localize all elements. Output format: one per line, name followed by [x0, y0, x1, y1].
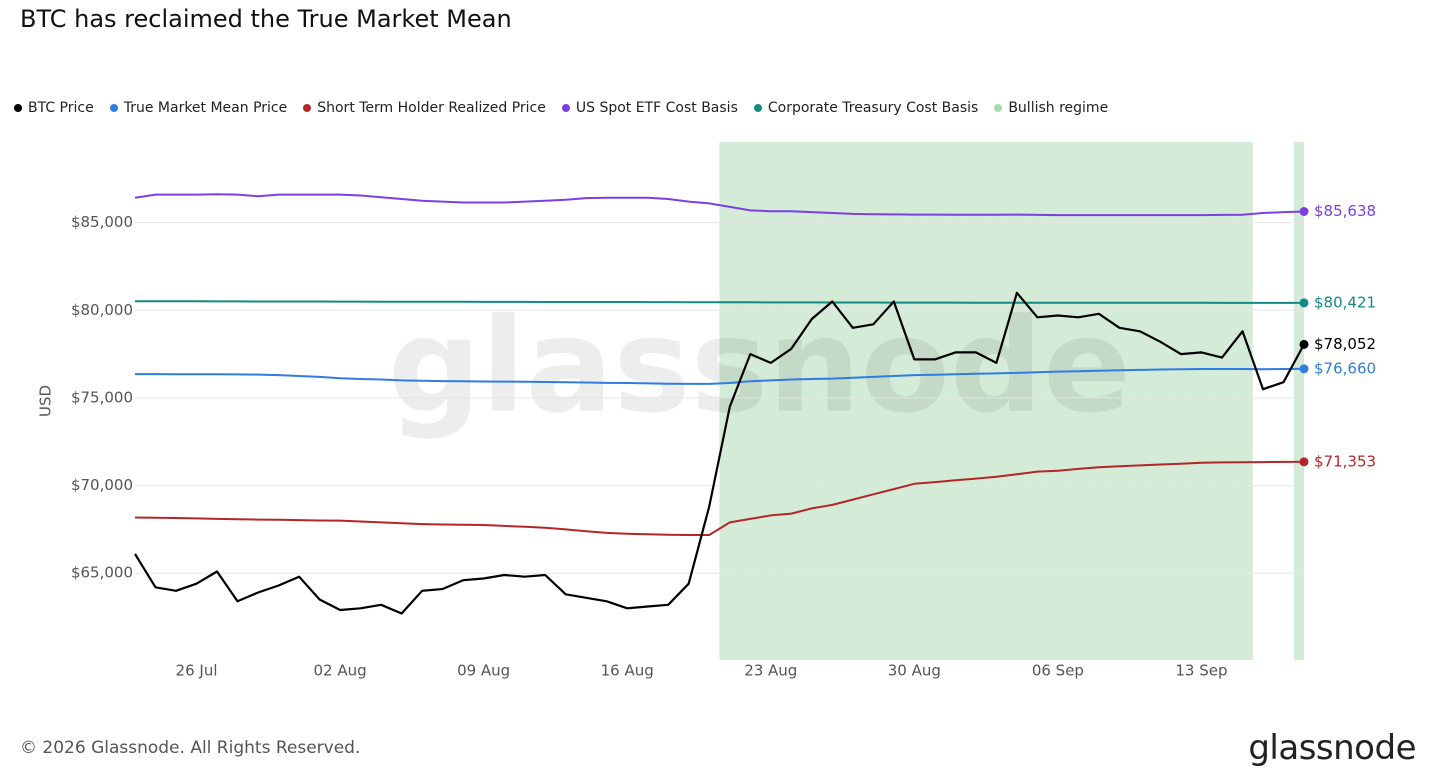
x-tick-label: 26 Jul — [176, 662, 218, 680]
legend-swatch — [14, 104, 22, 112]
regime-band — [1293, 142, 1304, 660]
legend: BTC Price True Market Mean Price Short Ter… — [14, 100, 1108, 116]
regime-band — [1232, 142, 1253, 660]
end-marker — [1299, 206, 1309, 216]
series-line — [134, 193, 1305, 217]
series-line — [135, 367, 1305, 385]
end-marker — [1299, 339, 1309, 349]
legend-item: Bullish regime — [994, 100, 1108, 116]
regime-band — [1088, 142, 1110, 660]
regime-band — [986, 142, 1007, 660]
regime-band — [1191, 142, 1212, 660]
y-axis-label: USD — [37, 385, 55, 417]
end-marker — [1299, 298, 1309, 308]
end-label: $80,421 — [1314, 293, 1376, 311]
footer: © 2026 Glassnode. All Rights Reserved. — [20, 738, 361, 758]
end-label: $85,638 — [1314, 202, 1376, 220]
legend-label: US Spot ETF Cost Basis — [575, 100, 738, 116]
regime-band — [965, 142, 987, 660]
legend-item: Short Term Holder Realized Price — [303, 100, 546, 116]
regime-band — [1006, 142, 1028, 660]
end-label: $76,660 — [1314, 359, 1376, 377]
regime-band — [1170, 142, 1192, 660]
y-tick-label: $80,000 — [71, 301, 133, 319]
legend-item: Corporate Treasury Cost Basis — [753, 100, 979, 116]
x-tick-label: 09 Aug — [457, 662, 510, 680]
legend-item: BTC Price — [14, 100, 94, 116]
regime-band — [1109, 142, 1130, 660]
x-tick-label: 02 Aug — [314, 662, 367, 680]
legend-label: True Market Mean Price — [123, 100, 288, 116]
regime-band — [1047, 142, 1069, 660]
x-tick-label: 16 Aug — [601, 662, 654, 680]
chart: glassnode $65,000 $70,000 $75,000 $80,000 $85… — [37, 142, 1376, 680]
legend-swatch — [753, 104, 762, 112]
legend-label: Corporate Treasury Cost Basis — [767, 100, 979, 116]
end-marker — [1299, 457, 1309, 467]
regime-band — [842, 142, 864, 660]
regime-band — [863, 142, 884, 660]
end-label: $71,353 — [1314, 452, 1376, 470]
series-line — [135, 300, 1304, 304]
regime-band — [719, 142, 741, 660]
legend-item: True Market Mean Price — [109, 100, 288, 116]
regime-band — [822, 142, 843, 660]
end-label: $78,052 — [1314, 335, 1376, 353]
y-tick-label: $65,000 — [71, 564, 133, 582]
regime-band — [1027, 142, 1048, 660]
regime-band — [1150, 142, 1171, 660]
legend-item: US Spot ETF Cost Basis — [561, 100, 738, 116]
regime-band — [904, 142, 925, 660]
legend-swatch — [994, 104, 1003, 112]
end-marker — [1299, 364, 1309, 374]
x-tick-label: 30 Aug — [888, 662, 941, 680]
regime-band — [883, 142, 905, 660]
watermark: glassnode — [388, 290, 1131, 442]
y-tick-label: $70,000 — [71, 476, 133, 494]
regime-band — [924, 142, 946, 660]
series-line — [134, 460, 1304, 536]
legend-swatch — [561, 104, 570, 112]
regime-band — [945, 142, 966, 660]
series-line — [134, 291, 1305, 615]
regime-band — [740, 142, 761, 660]
legend-label: BTC Price — [28, 100, 94, 116]
regime-band — [801, 142, 823, 660]
x-tick-label: 06 Sep — [1032, 662, 1084, 680]
y-tick-label: $85,000 — [71, 213, 133, 231]
regime-band — [1211, 142, 1233, 660]
regime-band — [1129, 142, 1151, 660]
chart-title: BTC has reclaimed the True Market Mean — [20, 5, 512, 33]
y-tick-label: $75,000 — [71, 388, 133, 406]
x-tick-label: 13 Sep — [1175, 662, 1227, 680]
logo: glassnode — [1248, 728, 1416, 768]
regime-band — [1068, 142, 1089, 660]
legend-label: Short Term Holder Realized Price — [317, 100, 546, 116]
x-tick-label: 23 Aug — [744, 662, 797, 680]
legend-label: Bullish regime — [1008, 100, 1109, 116]
regime-band — [760, 142, 782, 660]
regime-band — [781, 142, 802, 660]
legend-swatch — [303, 104, 312, 112]
legend-swatch — [109, 104, 118, 112]
